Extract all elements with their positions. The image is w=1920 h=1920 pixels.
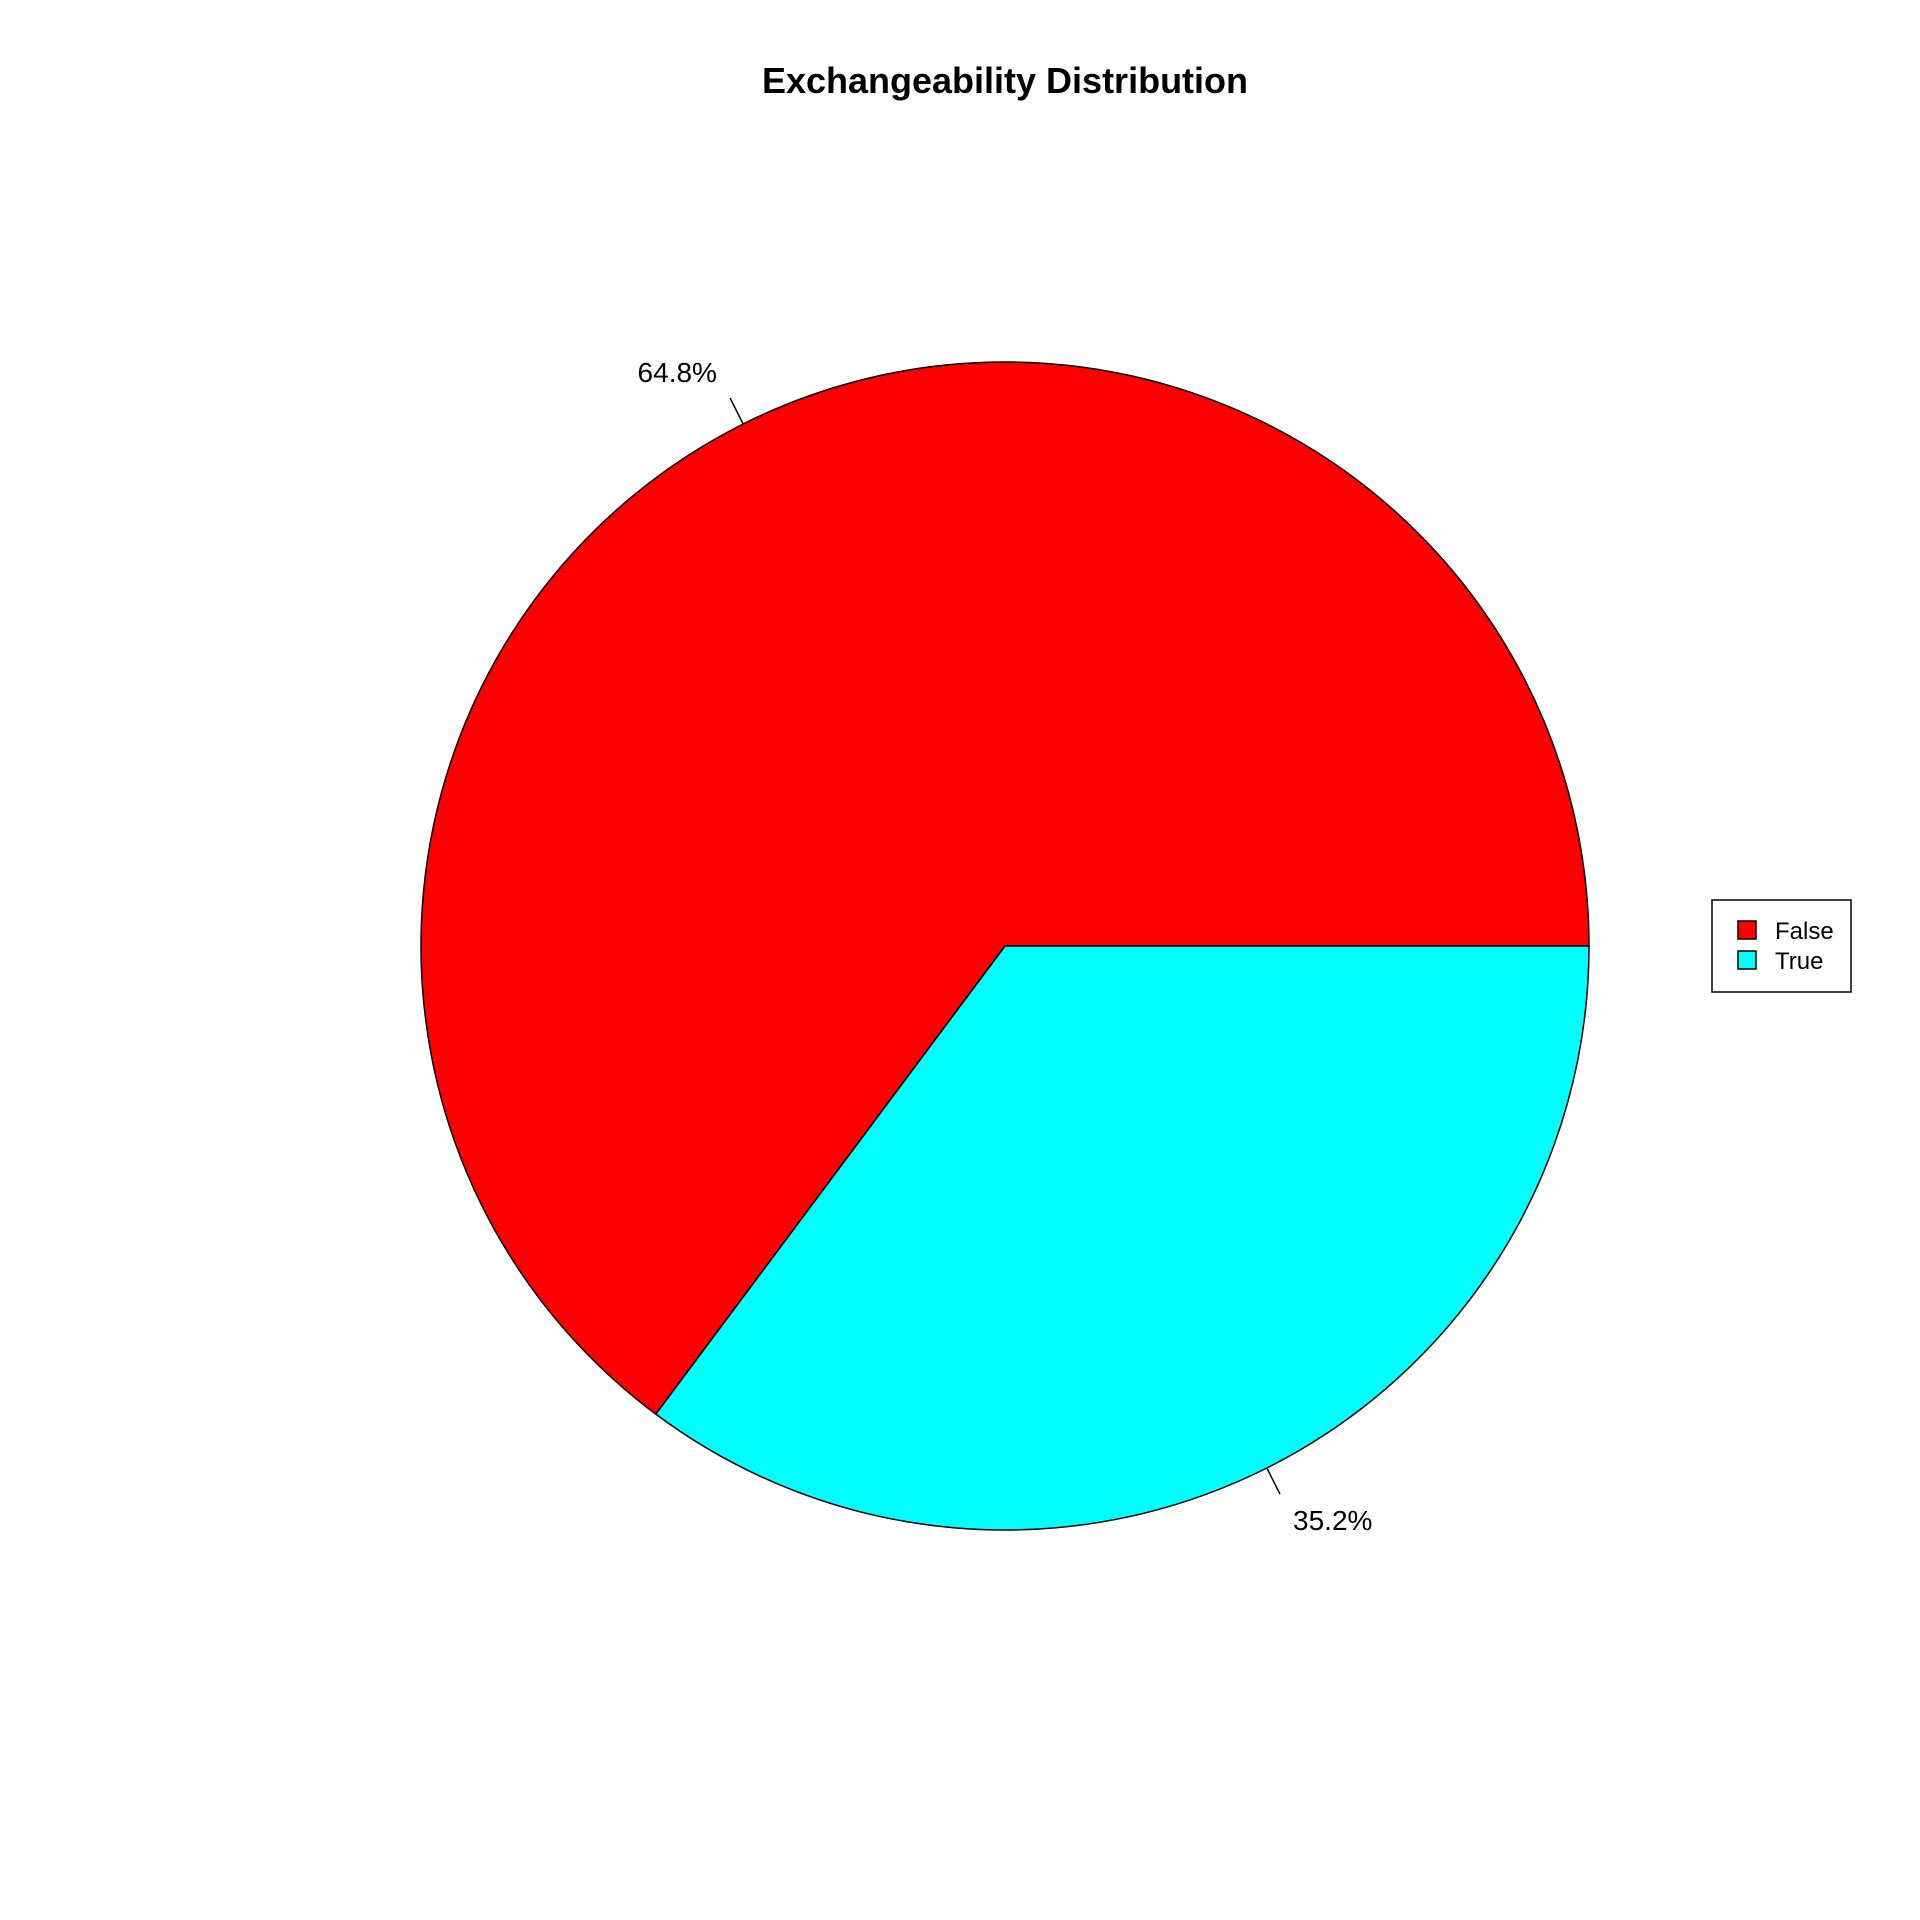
slice-label-false: 64.8% xyxy=(638,357,717,388)
slice-label-tick-true xyxy=(1266,1467,1281,1495)
chart-title: Exchangeability Distribution xyxy=(762,60,1248,101)
legend-box xyxy=(1711,899,1852,993)
slice-label-tick-false xyxy=(729,397,744,425)
legend-label-false: False xyxy=(1775,918,1834,945)
slice-label-true: 35.2% xyxy=(1293,1505,1372,1536)
legend: False True xyxy=(1711,899,1852,993)
pie-slice-labels: 64.8% 35.2% xyxy=(638,357,1373,1536)
pie-slices xyxy=(420,361,1590,1531)
legend-label-true: True xyxy=(1775,948,1823,975)
legend-swatch-true xyxy=(1737,950,1757,970)
pie-slice-false xyxy=(420,361,1590,1416)
legend-swatch-false xyxy=(1737,920,1757,940)
pie-slice-true xyxy=(654,945,1590,1531)
